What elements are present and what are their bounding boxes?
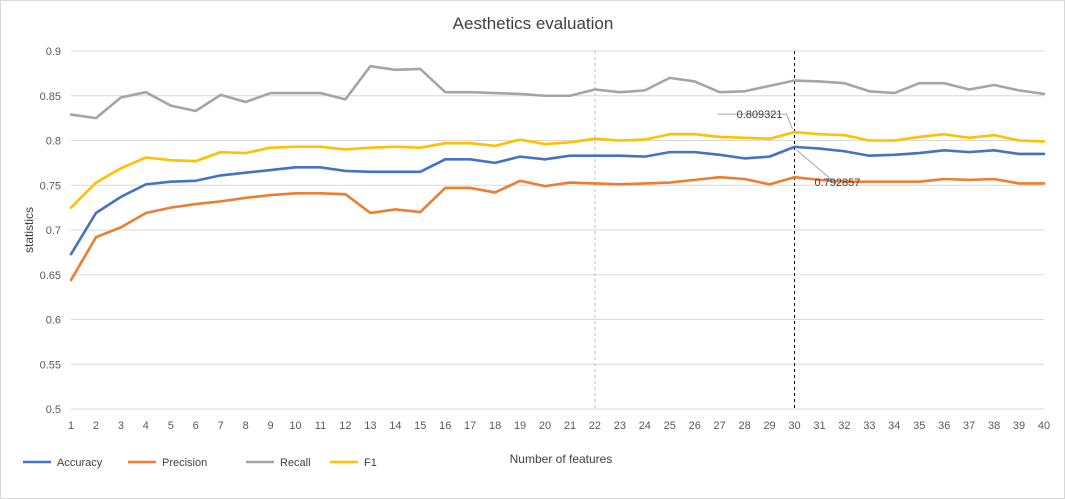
x-tick-label: 18 [489,420,501,432]
x-tick-label: 3 [118,420,124,432]
legend-label: F1 [364,457,377,469]
x-tick-label: 40 [1038,420,1050,432]
series-line-recall [69,64,1046,120]
series-line-precision [69,175,1046,282]
x-tick-label: 14 [389,420,401,432]
x-tick-label: 2 [93,420,99,432]
gridlines [71,50,1044,410]
y-tick-label: 0.8 [46,136,61,148]
x-axis-title: Number of features [510,452,613,466]
legend-label: Accuracy [57,457,103,469]
x-tick-label: 1 [68,420,74,432]
x-tick-label: 30 [788,420,800,432]
y-axis-title: statistics [22,207,36,253]
x-tick-label: 11 [315,420,326,432]
y-tick-label: 0.5 [46,404,61,416]
series-line-accuracy [69,145,1046,256]
y-tick-label: 0.9 [46,46,61,58]
x-tick-label: 16 [439,420,451,432]
x-tick-label: 23 [614,420,626,432]
series-line-f1 [69,130,1046,209]
y-tick-label: 0.55 [40,359,61,371]
x-tick-label: 28 [738,420,750,432]
x-tick-label: 13 [364,420,376,432]
annotation-leader [717,113,793,130]
chart-title: Aesthetics evaluation [453,14,614,33]
y-tick-label: 0.85 [40,91,61,103]
annotation-leader [796,149,837,185]
x-tick-label: 8 [243,420,249,432]
x-tick-label: 36 [938,420,950,432]
x-tick-label: 32 [838,420,850,432]
y-tick-label: 0.6 [46,315,61,327]
x-tick-label: 6 [193,420,199,432]
x-tick-label: 20 [539,420,551,432]
x-tick-label: 29 [763,420,775,432]
series-lines [69,64,1046,282]
x-axis-ticks: 1 2 3 4 5 6 7 8 9 10 11 12 13 14 15 16 17 18 19 20 21 22 23 24 2… [68,420,1050,432]
x-tick-label: 9 [268,420,274,432]
x-tick-label: 38 [988,420,1000,432]
x-tick-label: 5 [168,420,174,432]
x-tick-label: 7 [218,420,224,432]
x-tick-label: 22 [589,420,601,432]
annotation-label: 0.792857 [815,177,861,189]
x-tick-label: 10 [289,420,301,432]
annotations: 0.809321 0.792857 [717,109,861,189]
x-tick-label: 25 [664,420,676,432]
x-tick-label: 31 [813,420,825,432]
y-tick-label: 0.7 [46,225,61,237]
x-tick-label: 17 [464,420,476,432]
x-tick-label: 33 [863,420,875,432]
x-tick-label: 35 [913,420,925,432]
legend-label: Precision [162,457,207,469]
x-tick-label: 27 [714,420,726,432]
x-tick-label: 34 [888,420,900,432]
x-tick-label: 15 [414,420,426,432]
x-tick-label: 21 [564,420,576,432]
x-tick-label: 24 [639,420,651,432]
x-tick-label: 26 [689,420,701,432]
x-tick-label: 4 [143,420,149,432]
legend-label: Recall [280,457,311,469]
y-tick-label: 0.65 [40,270,61,282]
legend: Accuracy Precision Recall F1 [23,457,377,469]
x-tick-label: 39 [1013,420,1025,432]
x-tick-label: 19 [514,420,526,432]
x-tick-label: 12 [339,420,351,432]
annotation-label: 0.809321 [737,109,783,121]
y-axis-ticks: 0.5 0.55 0.6 0.65 0.7 0.75 0.8 0.85 0.9 [40,46,61,416]
x-tick-label: 37 [963,420,975,432]
y-tick-label: 0.75 [40,180,61,192]
